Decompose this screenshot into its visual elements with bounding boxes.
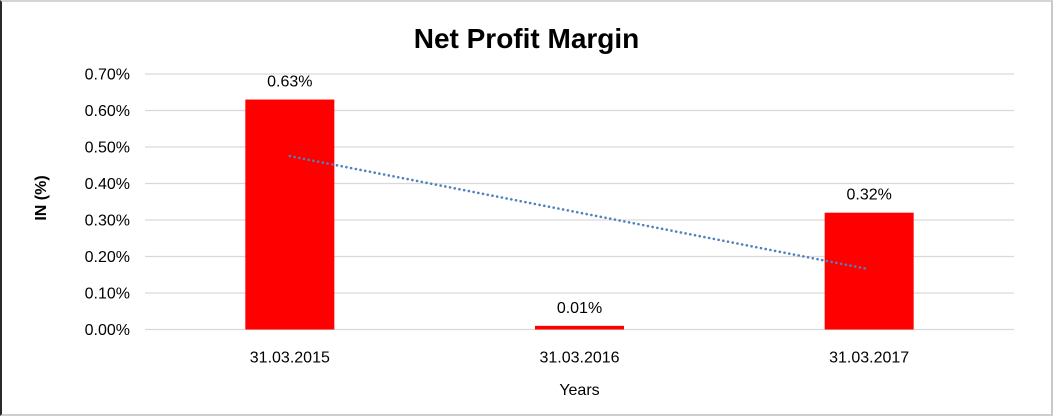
y-tick-label: 0.60% xyxy=(85,103,130,120)
x-tick-label: 31.03.2017 xyxy=(829,350,909,367)
trendline xyxy=(288,154,871,271)
x-tick-label: 31.03.2016 xyxy=(539,350,619,367)
bar xyxy=(535,325,624,330)
y-tick-label: 0.10% xyxy=(85,286,130,303)
bar xyxy=(245,99,335,330)
y-tick-label: 0.70% xyxy=(85,67,130,84)
bar xyxy=(824,212,914,330)
y-tick-label: 0.30% xyxy=(85,213,130,230)
y-tick-label: 0.00% xyxy=(85,322,130,339)
bar-data-label: 0.32% xyxy=(846,187,891,204)
y-tick-label: 0.50% xyxy=(85,140,130,157)
bar-data-label: 0.01% xyxy=(557,300,602,317)
y-tick-label: 0.20% xyxy=(85,249,130,266)
chart-title: Net Profit Margin xyxy=(413,23,640,54)
x-axis-title: Years xyxy=(559,382,600,399)
y-tick-label: 0.40% xyxy=(85,176,130,193)
x-tick-label: 31.03.2015 xyxy=(250,350,330,367)
bar-data-label: 0.63% xyxy=(267,74,312,91)
